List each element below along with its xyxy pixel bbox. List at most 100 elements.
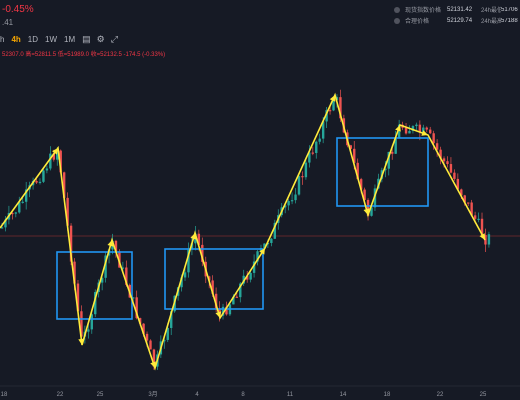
candle-body [332,100,335,111]
candle-body [456,178,460,190]
candle-body [297,176,301,195]
candle-body [415,124,418,127]
candle-body [18,202,21,213]
candle-body [290,200,294,202]
candle-body [453,172,456,179]
timeframe-1w[interactable]: 1W [45,34,58,44]
timeframe-1m[interactable]: 1M [64,34,76,44]
consolidation-box [336,137,429,207]
candle-body [232,296,235,305]
candle-body [166,327,169,340]
candle [301,171,304,185]
candle-body [397,124,401,139]
x-tick-label: 22 [437,392,444,398]
candle-body [125,267,128,285]
trend-arrowhead [363,208,370,215]
candle-body [73,261,76,284]
candle-body [270,238,273,243]
candle [484,228,487,252]
ticker-value-2: 51706 [501,6,518,13]
ohlc-readout: 52307.0 高=52811.5 低=51989.0 收=52132.5 -1… [2,52,166,58]
info-dot-icon [394,6,400,13]
candle-body [411,126,415,131]
x-tick-label: 25 [480,392,487,398]
candle [201,237,204,267]
timeframe-h[interactable]: h [0,34,5,44]
candle-body [318,138,321,142]
candle-body [66,197,69,226]
settings-icon[interactable]: ⚙ [96,34,105,44]
candle-body [294,194,297,201]
candle-body [422,127,425,133]
candle-body [442,158,446,162]
candle-body [249,272,252,280]
candle-body [328,110,332,112]
candle [418,120,422,141]
candle-body [439,149,442,159]
candle-body [370,207,373,216]
candle-body [145,333,149,341]
candle-body [325,110,328,122]
candle-body [180,277,183,288]
candle-body [56,150,59,160]
candle-body [391,151,394,154]
candle-body [49,153,52,169]
candle [439,146,442,165]
ticker-panel: 现货指数价格 52131.42 24h最低 51706 合理价格 52129.7… [392,4,520,26]
candle [415,122,418,131]
x-tick-label: 25 [97,392,104,398]
candle [24,181,28,210]
candle-body [142,323,145,334]
candle [425,126,428,133]
candle-body [432,133,435,144]
candle-body [100,277,104,283]
candle-body [449,164,453,173]
timeframe-1d[interactable]: 1D [27,34,39,44]
candle [384,160,387,178]
candle-body [87,329,90,332]
candle-body [163,339,166,342]
candle-body [349,145,352,149]
candle-body [42,170,45,182]
timeframe-4h[interactable]: 4h [11,34,21,44]
candle-body [80,311,83,337]
candle [435,139,439,157]
candle [311,146,314,156]
candle [453,169,456,181]
candle [394,130,397,154]
candle [235,292,239,298]
trend-arrowhead [52,148,58,155]
candle-body [435,143,439,150]
candle-body [473,215,477,219]
candle-body [446,161,449,165]
candle-body [214,293,218,309]
candle-body [384,168,387,171]
candle [45,165,49,174]
candle [80,305,83,338]
ticker-value: 52131.42 [447,6,473,13]
candle-body [484,235,487,245]
ticker-label: 现货指数价格 [405,8,442,14]
candle-body [132,297,135,299]
candle [467,202,470,207]
candle-body [283,205,287,208]
fullscreen-icon[interactable]: ⤢ [110,34,118,44]
price-change-percent: -0.45% [2,4,34,15]
candle-body [69,225,73,262]
candle-body [356,162,359,180]
candle [114,239,118,258]
candle-body [104,255,107,278]
candle-body [335,97,339,101]
trend-lines-layer [0,92,486,371]
candle-body [480,218,484,236]
trend-arrowhead [259,248,265,255]
indicator-icon[interactable]: ▤ [82,34,91,44]
candle-body [418,124,422,133]
candle [18,196,21,214]
x-tick-label: 4 [195,392,199,398]
candle-body [339,97,342,119]
info-dot-icon [394,17,400,24]
x-tick-label: 18 [1,392,8,398]
candle [308,145,311,168]
